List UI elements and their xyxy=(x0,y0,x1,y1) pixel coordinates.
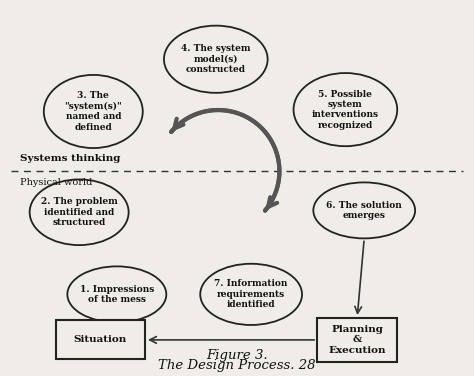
Ellipse shape xyxy=(164,26,268,93)
Text: Physical world: Physical world xyxy=(20,178,92,187)
Text: 7. Information
requirements
identified: 7. Information requirements identified xyxy=(214,279,288,309)
Text: 1. Impressions
of the mess: 1. Impressions of the mess xyxy=(80,285,154,304)
Text: Planning
&
Execution: Planning & Execution xyxy=(328,325,386,355)
Ellipse shape xyxy=(293,73,397,146)
Text: Situation: Situation xyxy=(74,335,127,344)
Bar xyxy=(317,318,397,362)
Ellipse shape xyxy=(200,264,302,325)
Text: 2. The problem
identified and
structured: 2. The problem identified and structured xyxy=(41,197,118,227)
Text: 5. Possible
system
interventions
recognized: 5. Possible system interventions recogni… xyxy=(312,89,379,130)
Ellipse shape xyxy=(44,75,143,148)
Ellipse shape xyxy=(313,182,415,238)
Ellipse shape xyxy=(67,266,166,322)
Text: Figure 3.: Figure 3. xyxy=(206,349,268,362)
Text: Systems thinking: Systems thinking xyxy=(20,154,120,163)
Text: 6. The solution
emerges: 6. The solution emerges xyxy=(327,201,402,220)
Text: 4. The system
model(s)
constructed: 4. The system model(s) constructed xyxy=(181,44,251,74)
Text: 3. The
"system(s)"
named and
defined: 3. The "system(s)" named and defined xyxy=(64,91,122,132)
Ellipse shape xyxy=(30,179,128,245)
Text: The Design Process. 28: The Design Process. 28 xyxy=(158,359,316,372)
Bar xyxy=(55,320,145,359)
